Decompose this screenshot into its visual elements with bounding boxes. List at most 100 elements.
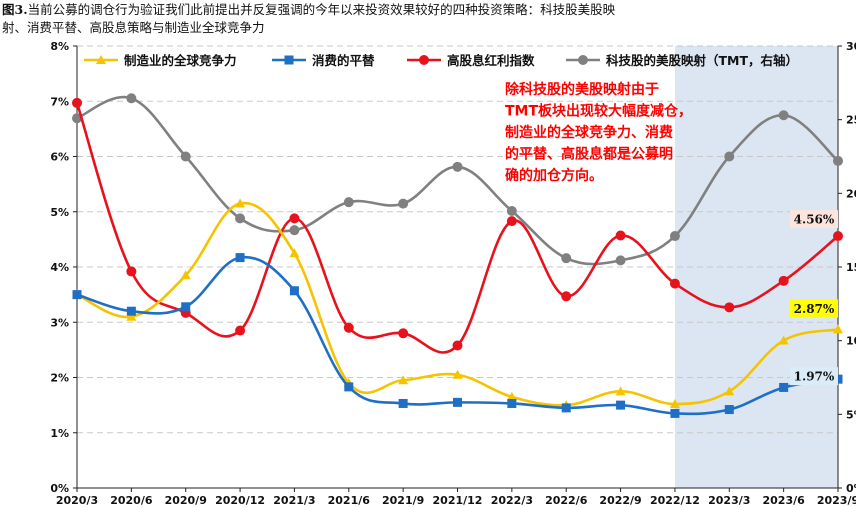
- data-point-square: [453, 397, 462, 407]
- data-point-triangle: [180, 270, 191, 280]
- data-point-circle: [561, 253, 572, 264]
- data-point-circle: [833, 155, 843, 166]
- data-point-circle: [343, 322, 354, 333]
- y-left-tick-label: 6%: [50, 151, 69, 164]
- x-tick-label: 2020/9: [165, 494, 207, 507]
- x-tick-label: 2021/9: [382, 494, 424, 507]
- data-point-circle: [126, 266, 137, 277]
- data-point-square: [72, 290, 82, 300]
- x-tick-label: 2023/3: [708, 494, 750, 507]
- caption-line-1: 图3.当前公募的调仓行为验证我们此前提出并反复强调的今年以来投资效果较好的四种投…: [2, 1, 615, 18]
- legend-item-dividend: 高股息红利指数: [407, 53, 535, 68]
- data-point-square: [344, 382, 354, 392]
- data-point-circle: [452, 161, 463, 172]
- callout-box: [790, 210, 838, 229]
- data-point-square: [779, 382, 789, 392]
- data-point-triangle: [506, 391, 517, 401]
- y-left-tick-label: 1%: [50, 427, 69, 440]
- annotation-line: TMT板块出现较大幅度减仓，: [505, 103, 692, 120]
- y-right-tick-label: 0%: [846, 482, 856, 495]
- data-point-circle: [833, 231, 843, 242]
- caption-text-1: 当前公募的调仓行为验证我们此前提出并反复强调的今年以来投资效果较好的四种投资策略…: [27, 2, 616, 17]
- data-point-square: [561, 403, 571, 413]
- data-point-square: [126, 306, 136, 316]
- data-point-triangle: [235, 198, 246, 208]
- legend-item-consumption: 消费的平替: [272, 53, 375, 68]
- y-left-tick-label: 5%: [50, 206, 69, 219]
- data-point-circle: [452, 340, 463, 351]
- x-tick-label: 2020/6: [110, 494, 153, 507]
- data-point-circle: [343, 197, 354, 208]
- annotation-line: 除科技股的美股映射由于: [505, 81, 659, 98]
- data-point-triangle: [615, 386, 626, 396]
- data-point-triangle: [126, 311, 137, 321]
- x-tick-label: 2021/3: [273, 494, 315, 507]
- data-point-circle: [778, 275, 789, 286]
- y-left-tick-label: 3%: [50, 316, 69, 329]
- data-point-triangle: [96, 55, 106, 64]
- data-point-square: [289, 286, 299, 296]
- data-point-circle: [615, 230, 626, 241]
- callout-label: 2.87%: [794, 302, 835, 316]
- callout-manufacturing: 2.87%: [790, 299, 838, 318]
- series-dividend: [72, 97, 843, 354]
- x-tick-label: 2023/6: [762, 494, 805, 507]
- callout-consumption: 1.97%: [790, 367, 838, 386]
- x-tick-label: 2021/6: [328, 494, 371, 507]
- data-point-circle: [506, 206, 517, 217]
- series-line-consumption: [76, 255, 839, 416]
- data-point-circle: [289, 225, 300, 236]
- x-tick-label: 2020/12: [215, 494, 265, 507]
- data-point-square: [284, 55, 294, 65]
- data-point-circle: [398, 328, 409, 339]
- data-point-circle: [419, 55, 429, 65]
- figure-caption: 图3.当前公募的调仓行为验证我们此前提出并反复强调的今年以来投资效果较好的四种投…: [0, 0, 856, 40]
- series-tmt: [72, 93, 843, 266]
- y-right-tick-label: 10%: [846, 335, 856, 348]
- x-tick-label: 2022/12: [650, 494, 700, 507]
- data-point-square: [507, 398, 517, 408]
- legend-label: 消费的平替: [312, 53, 375, 68]
- data-point-circle: [126, 93, 137, 104]
- data-point-circle: [669, 231, 680, 242]
- y-left-tick-label: 8%: [50, 40, 69, 53]
- y-left-tick-label: 2%: [50, 372, 69, 385]
- data-point-triangle: [669, 399, 680, 409]
- callouts: 4.56% 2.87% 1.97%: [790, 210, 838, 386]
- callout-dividend: 4.56%: [790, 210, 838, 229]
- callout-label: 1.97%: [794, 370, 835, 384]
- figure-number: 图3.: [2, 2, 28, 17]
- legend: 制造业的全球竞争力 消费的平替 高股息红利指数 科技股的美股映射（TMT，右轴）: [84, 53, 798, 68]
- series-line-manufacturing: [76, 201, 839, 407]
- data-point-circle: [578, 55, 588, 65]
- annotation-line: 的平替、高股息都是公募明: [505, 146, 673, 163]
- callout-box: [790, 367, 838, 386]
- series-consumption: [72, 253, 843, 418]
- y-right-tick-label: 5%: [846, 408, 856, 421]
- data-point-circle: [72, 97, 82, 108]
- series-layer: [72, 93, 843, 418]
- data-point-circle: [615, 255, 626, 266]
- data-point-square: [724, 405, 734, 415]
- data-point-triangle: [724, 386, 735, 396]
- legend-label: 高股息红利指数: [447, 53, 535, 68]
- data-point-circle: [506, 216, 517, 227]
- x-tick-label: 2022/3: [491, 494, 533, 507]
- data-point-circle: [398, 198, 409, 209]
- data-point-square: [181, 302, 191, 312]
- data-point-square: [235, 253, 245, 263]
- y-right-tick-label: 25%: [846, 114, 856, 127]
- callout-box: [790, 299, 838, 318]
- y-left-tick-label: 0%: [50, 482, 69, 495]
- data-point-circle: [289, 213, 300, 224]
- data-point-square: [398, 398, 408, 408]
- annotation: 除科技股的美股映射由于 TMT板块出现较大幅度减仓， 制造业的全球竞争力、消费的平替…: [505, 81, 692, 184]
- y-left-tick-label: 4%: [50, 261, 69, 274]
- data-point-circle: [561, 291, 572, 302]
- data-point-circle: [235, 325, 246, 336]
- y-right-tick-label: 15%: [846, 261, 856, 274]
- x-tick-label: 2022/9: [599, 494, 641, 507]
- data-point-triangle: [778, 335, 789, 345]
- data-point-circle: [724, 302, 735, 313]
